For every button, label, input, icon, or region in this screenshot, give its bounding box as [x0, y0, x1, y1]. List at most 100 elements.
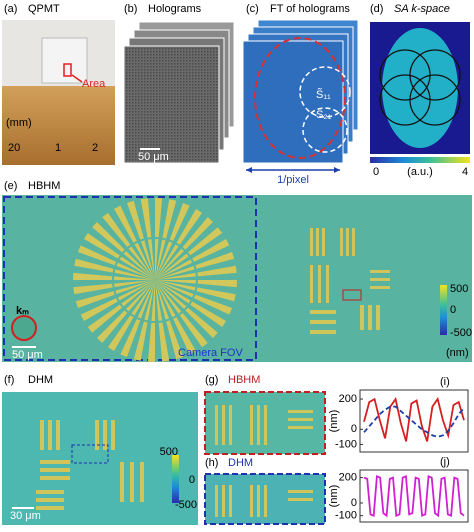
colorbar-label: -500: [450, 327, 472, 339]
bar-element: [352, 228, 355, 256]
s11: S̃₁₁: [316, 88, 331, 101]
panel-d: 0 (a.u.) 4 (d) SA k-space: [370, 3, 470, 178]
area-label: Area: [82, 78, 106, 90]
y-tick-label: 0: [351, 423, 357, 435]
bar-element: [370, 286, 390, 289]
panel-e: kₘ 50 μm Camera FOV 500 0 -500 (nm) (e) …: [2, 180, 472, 362]
colorbar-unit: (nm): [446, 347, 469, 359]
bar-element: [310, 320, 336, 324]
panel-title: FT of holograms: [270, 3, 350, 15]
panel-label: (i): [440, 376, 450, 388]
phase-image: [2, 195, 472, 362]
panel-label: (e): [4, 180, 17, 192]
colorbar-label: 500: [160, 446, 178, 458]
ft: [242, 40, 344, 164]
colorbar-label: 0: [373, 166, 379, 178]
panel-title: Holograms: [148, 3, 202, 15]
usaf-target: [36, 420, 144, 510]
roi-box: [71, 444, 109, 464]
siemens-star: [73, 198, 237, 362]
area-box: [63, 63, 72, 77]
bar-element: [370, 270, 390, 273]
circle: [379, 74, 431, 126]
bar-element: [318, 265, 321, 303]
s21: S̃₂₁: [316, 108, 332, 121]
panel-title: HBHM: [228, 374, 260, 386]
ring: [112, 237, 198, 323]
km-label: kₘ: [16, 305, 29, 317]
data-line: [363, 405, 465, 438]
colorbar-label: 4: [462, 166, 468, 178]
panel-label: (d): [370, 3, 383, 15]
plot-frame: [359, 389, 469, 453]
circle: [409, 74, 461, 126]
scale-label: 50 μm: [12, 349, 43, 361]
bar-element: [310, 310, 336, 314]
kspace-ellipse: [382, 28, 458, 148]
bar-element: [370, 278, 390, 281]
colorbar-label: 500: [450, 283, 468, 295]
panel-title: DHM: [28, 374, 53, 386]
arrow: [71, 74, 83, 83]
panel-label: (g): [205, 374, 218, 386]
panel-label: (b): [124, 3, 137, 15]
colorbar: [172, 455, 179, 503]
ruler: [2, 86, 115, 165]
data-line: [363, 396, 465, 442]
panel-title: SA k-space: [394, 3, 450, 15]
usaf-target: [310, 228, 390, 334]
panel-f: 500 0 -500 30 μm (f) DHM: [2, 374, 198, 525]
phase-image: [2, 392, 198, 525]
y-axis-label: (nm): [328, 410, 340, 433]
bar-element: [310, 265, 313, 303]
y-tick-label: 200: [339, 472, 357, 484]
fov-box: [3, 196, 257, 361]
roi-box: [342, 289, 362, 301]
colorbar: [370, 157, 470, 163]
bar-element: [326, 265, 329, 303]
panel-label: (a): [4, 3, 17, 15]
ruler-unit: (mm): [6, 117, 32, 129]
y-axis-label: (nm): [328, 485, 340, 508]
ruler-number: 20: [8, 142, 20, 154]
ellipse: [254, 37, 346, 159]
bar-element: [346, 228, 349, 256]
scale-label: 30 μm: [10, 510, 41, 522]
panel-b: 50 μm (b) Holograms: [123, 3, 235, 164]
fov-label: Camera FOV: [178, 347, 243, 359]
ruler-number: 1: [55, 142, 61, 154]
panel-c: S̃₁₁ S̃₂₁ 1/pixel (c) FT of holograms: [242, 3, 359, 186]
bar-element: [360, 305, 364, 330]
km-circle: [11, 315, 37, 341]
circle: [302, 107, 348, 153]
y-tick-label: 0: [351, 497, 357, 509]
bar-element: [310, 330, 336, 334]
y-tick-label: 200: [339, 393, 357, 405]
bar-element: [322, 228, 325, 256]
panel-title: DHM: [228, 457, 253, 469]
circle: [299, 66, 351, 118]
y-tick-label: -100: [335, 438, 357, 450]
panel-label: (c): [246, 3, 259, 15]
axis-label: 1/pixel: [277, 174, 309, 186]
bar-element: [310, 228, 313, 256]
panel-label: (j): [440, 456, 450, 468]
bar-element: [368, 305, 372, 330]
panel-a: Area (mm) 20 1 2 (a) QPMT: [2, 3, 115, 165]
data-line: [363, 475, 465, 518]
y-tick-label: -100: [335, 510, 357, 522]
hologram: [123, 45, 220, 164]
panel-g: (g) HBHM: [204, 374, 326, 455]
bar-element: [340, 228, 343, 256]
bar-element: [316, 228, 319, 256]
colorbar: [440, 285, 447, 335]
scale-label: 50 μm: [138, 151, 169, 163]
panel-label: (h): [205, 457, 218, 469]
colorbar-label: 0: [450, 304, 456, 316]
colorbar-label: (a.u.): [407, 166, 433, 178]
ruler-number: 2: [92, 142, 98, 154]
colorbar-label: 0: [189, 474, 195, 486]
panel-label: (f): [4, 374, 14, 386]
panel-h: (h) DHM: [204, 457, 326, 525]
